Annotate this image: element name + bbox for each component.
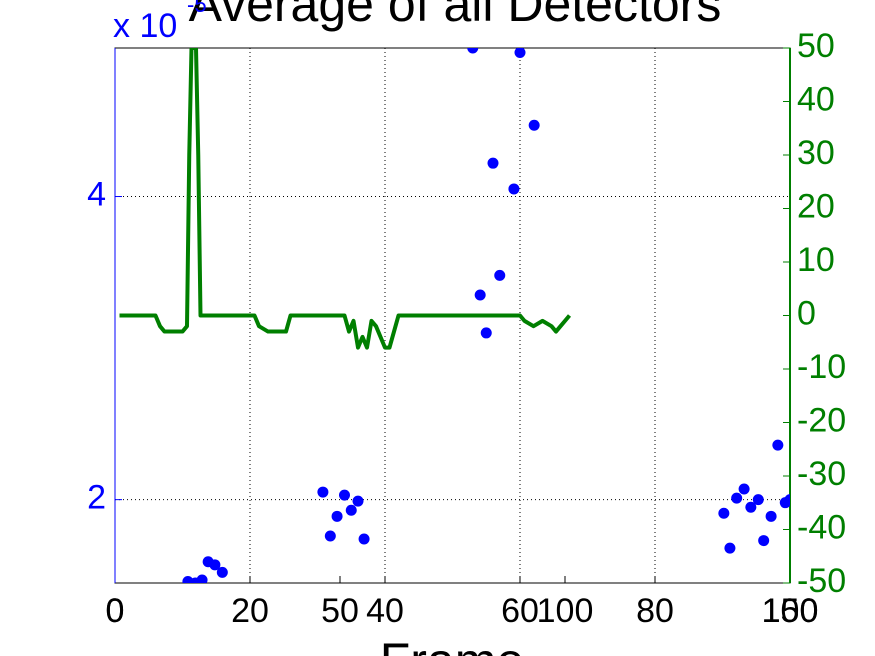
y2-tick-label: -40: [797, 508, 846, 546]
x2-tick-label: 100: [537, 592, 594, 630]
scatter-point: [358, 533, 370, 545]
scatter-point: [745, 501, 757, 513]
scatter-point: [718, 507, 730, 519]
scatter-point: [752, 494, 764, 506]
y2-tick-label: 20: [797, 187, 835, 225]
y2-tick-label: 50: [797, 27, 835, 65]
scatter-point: [784, 494, 790, 506]
x-tick-label: 100: [762, 592, 819, 630]
y2-tick-label: -20: [797, 401, 846, 439]
x-axis-label: Frame: [380, 633, 524, 656]
scatter-point: [317, 486, 329, 498]
scatter-point: [352, 495, 364, 507]
scatter-point: [209, 559, 221, 571]
y2-tick-label: -50: [797, 562, 846, 600]
labels: Average of all Detectors Frame x 10 -5 0…: [87, 0, 846, 656]
y2-tick-label: 0: [797, 294, 816, 332]
scatter-point: [528, 119, 540, 131]
y2-tick-label: -10: [797, 348, 846, 386]
scatter-point: [724, 542, 736, 554]
scatter-point: [480, 327, 492, 339]
x-tick-label: 80: [636, 592, 674, 630]
scatter-point: [738, 483, 750, 495]
scatter-point: [345, 504, 357, 516]
y2-tick-label: 40: [797, 80, 835, 118]
y-exponent-power: -5: [187, 0, 207, 17]
scatter-point: [758, 535, 770, 547]
scatter-point: [494, 269, 506, 281]
y-exponent: x 10: [113, 7, 177, 45]
scatter-point: [196, 574, 208, 583]
scatter-point: [331, 510, 343, 522]
y2-tick-label: 30: [797, 134, 835, 172]
scatter-point: [514, 48, 526, 59]
line-series: [119, 48, 572, 350]
scatter-point: [467, 48, 479, 54]
scatter-point: [324, 530, 336, 542]
scatter-point: [216, 566, 228, 578]
marks: [119, 48, 790, 583]
scatter-point: [765, 510, 777, 522]
x-tick-label: 0: [106, 592, 125, 630]
scatter-point: [508, 183, 520, 195]
x-tick-label: 20: [231, 592, 269, 630]
scatter-point: [487, 157, 499, 169]
x2-tick-label: 50: [321, 592, 359, 630]
scatter-point: [731, 492, 743, 504]
y-tick-label: 2: [87, 479, 106, 517]
x2-tick-label: 0: [106, 592, 125, 630]
y2-tick-label: -30: [797, 455, 846, 493]
scatter-point: [772, 439, 784, 451]
x-tick-label: 60: [501, 592, 539, 630]
y2-tick-label: 10: [797, 241, 835, 279]
chart-title: Average of all Detectors: [189, 0, 722, 32]
x-tick-label: 40: [366, 592, 404, 630]
y-tick-label: 4: [87, 176, 106, 214]
x2-tick-label: 150: [762, 592, 819, 630]
scatter-point: [474, 289, 486, 301]
scatter-point: [339, 489, 350, 501]
grid: [114, 47, 791, 584]
